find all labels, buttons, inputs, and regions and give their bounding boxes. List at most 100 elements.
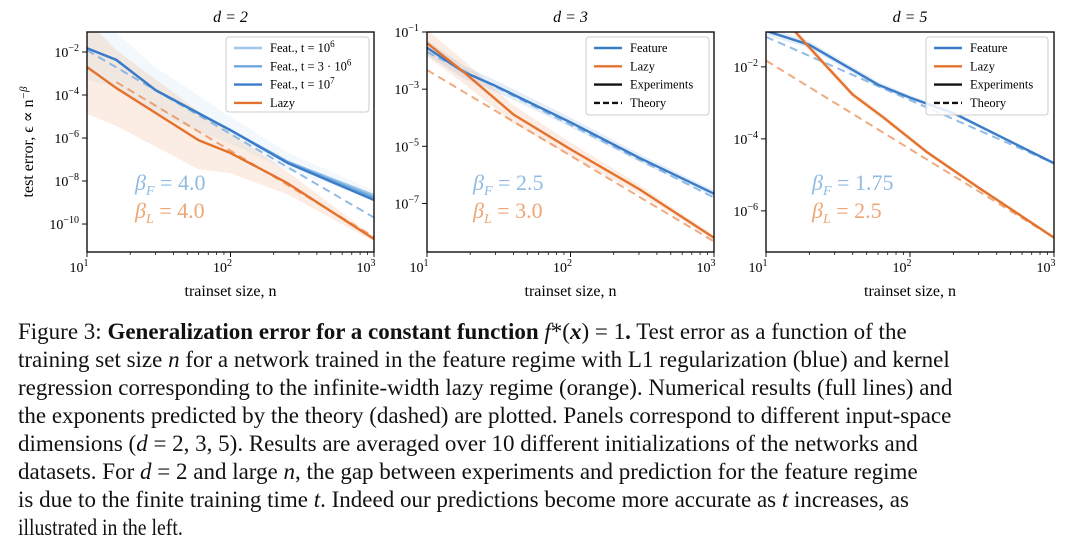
y-tick-base: 10: [54, 46, 68, 61]
y-tick-label: 10−2: [733, 58, 758, 76]
x-tick-exp: 3: [1051, 258, 1056, 269]
x-tick-base: 10: [410, 261, 424, 276]
uncertainty-band: [427, 40, 714, 197]
legend-label: Lazy: [630, 59, 656, 73]
caption-segment: f: [544, 319, 551, 344]
x-tick-exp: 1: [84, 258, 89, 269]
x-tick-base: 10: [697, 261, 711, 276]
y-tick-exp: −8: [68, 172, 79, 183]
beta-subscript: L: [822, 212, 831, 227]
y-tick-base: 10: [733, 133, 747, 148]
caption-segment: ) = 1: [581, 319, 626, 344]
x-tick-exp: 1: [424, 258, 429, 269]
x-tick-base: 10: [749, 261, 763, 276]
caption-segment: x: [569, 319, 582, 344]
caption-segment: n: [283, 459, 296, 484]
legend-label: Feat., t = 3 · 106: [270, 57, 352, 73]
y-tick-label: 10−5: [394, 137, 419, 155]
legend: Feature Lazy Experiments Theory: [585, 36, 710, 116]
legend-label: Feature: [970, 41, 1008, 55]
x-tick-label: 101: [70, 258, 89, 276]
caption-segment: regression corresponding to the infinite…: [18, 375, 953, 400]
y-tick-label: 10−2: [54, 43, 79, 61]
experiment-line: [87, 66, 374, 241]
legend-text: Feature: [630, 41, 668, 55]
caption-segment: is due to the finite training time: [18, 487, 314, 512]
legend-text: Lazy: [970, 59, 996, 73]
beta-symbol: β: [472, 170, 484, 195]
exponent-annotation: βL = 2.5: [811, 198, 882, 227]
experiment-line: [793, 32, 1054, 239]
theory-line: [87, 49, 374, 219]
caption-line: dimensions (d = 2, 3, 5). Results are av…: [18, 430, 1068, 458]
x-tick-base: 10: [553, 261, 567, 276]
y-tick-label: 10−7: [394, 194, 419, 212]
y-tick-exp: −2: [747, 58, 758, 69]
y-tick-base: 10: [394, 26, 408, 41]
legend-text: Theory: [630, 96, 667, 110]
legend-label: Theory: [970, 96, 1007, 110]
uncertainty-band: [427, 32, 714, 241]
x-tick-label: 101: [410, 258, 429, 276]
beta-value: = 2.5: [831, 198, 882, 223]
x-axis-label: trainset size, n: [864, 283, 956, 300]
panel-title: d = 5: [893, 9, 928, 26]
caption-segment: , the gap between experiments and predic…: [295, 459, 918, 484]
panel-title: d = 3: [553, 9, 588, 26]
x-axis-label: trainset size, n: [185, 283, 277, 300]
caption-line: illustrated in the left.: [18, 514, 921, 542]
plot-area: [427, 32, 714, 243]
y-tick-exp: −2: [68, 43, 79, 54]
y-tick-exp: −5: [408, 137, 419, 148]
x-tick-exp: 2: [907, 258, 912, 269]
x-tick-exp: 3: [371, 258, 376, 269]
caption-segment: d: [136, 431, 148, 456]
caption-segment: datasets. For: [18, 459, 141, 484]
caption-line: the exponents predicted by the theory (d…: [18, 402, 1068, 430]
x-tick-label: 103: [1037, 258, 1056, 276]
y-tick-label: 10−10: [49, 215, 79, 233]
theory-line: [766, 35, 1054, 165]
x-tick-exp: 2: [227, 258, 232, 269]
caption-segment: illustrated in the left.: [18, 515, 183, 540]
beta-symbol: β: [134, 170, 146, 195]
beta-value: = 4.0: [155, 170, 206, 195]
x-axis-label: trainset size, n: [525, 283, 617, 300]
beta-symbol: β: [472, 198, 484, 223]
y-tick-exp: −3: [408, 80, 419, 91]
exponent-annotation: βF = 4.0: [134, 170, 205, 199]
theory-line: [427, 69, 714, 243]
beta-symbol: β: [134, 198, 146, 223]
legend: Feature Lazy Experiments Theory: [925, 36, 1049, 116]
y-axis-label-sup: −β: [18, 86, 30, 99]
y-tick-base: 10: [54, 175, 68, 190]
theory-line: [766, 59, 1054, 239]
x-tick-exp: 3: [711, 258, 716, 269]
caption-segment: . Indeed our predictions become more acc…: [320, 487, 782, 512]
legend-text: Feat., t = 3 · 10: [270, 59, 347, 73]
beta-subscript: F: [822, 184, 832, 199]
legend-text: Feature: [970, 41, 1008, 55]
y-tick-label: 10−1: [394, 23, 419, 41]
y-tick-base: 10: [394, 140, 408, 155]
caption-segment: Figure 3:: [18, 319, 108, 344]
legend-text: Lazy: [270, 96, 296, 110]
plot-area: [766, 32, 1054, 240]
caption-segment: for a network trained in the feature reg…: [179, 347, 950, 372]
caption-segment: increases, as: [788, 487, 909, 512]
y-tick-base: 10: [733, 205, 747, 220]
exponent-annotation: βL = 3.0: [472, 198, 543, 227]
caption-segment: t: [313, 487, 321, 512]
y-tick-exp: −6: [68, 129, 79, 140]
beta-subscript: F: [145, 184, 155, 199]
y-axis-label-text: test error, ϵ ∝ n: [20, 99, 37, 197]
y-tick-exp: −1: [408, 23, 419, 34]
legend-text: Experiments: [970, 78, 1033, 92]
beta-subscript: L: [483, 212, 492, 227]
beta-value: = 1.75: [832, 170, 894, 195]
legend-box: [585, 36, 710, 116]
x-tick-base: 10: [70, 261, 84, 276]
